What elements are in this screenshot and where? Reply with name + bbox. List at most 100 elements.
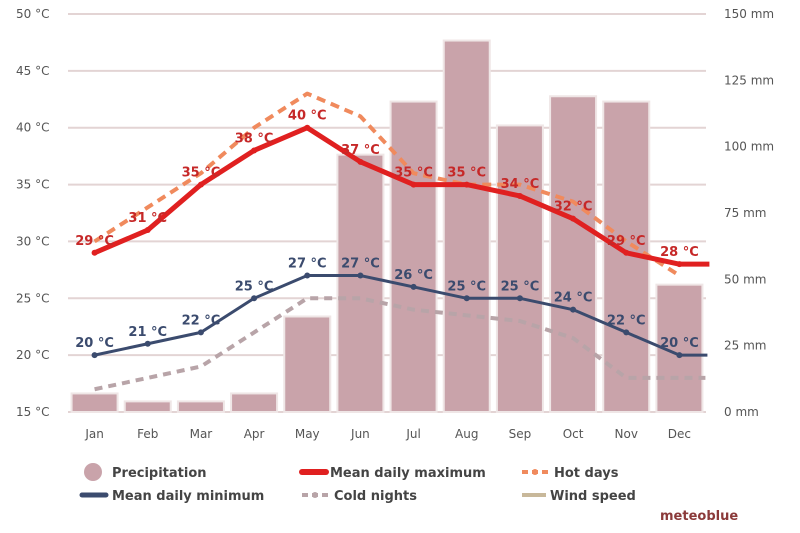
mean-max-data-label: 38 °C	[235, 131, 274, 146]
mean-max-data-label: 35 °C	[394, 166, 433, 181]
legend-mean-min-label: Mean daily minimum	[112, 489, 264, 504]
precipitation-bar	[230, 392, 279, 413]
precipitation-bar	[123, 400, 172, 413]
left-axis-tick-label: 25 °C	[16, 291, 49, 305]
month-label: Oct	[563, 427, 584, 441]
mean-max-point	[410, 181, 417, 188]
mean-max-point	[251, 147, 258, 154]
right-axis-tick-label: 25 mm	[724, 339, 766, 353]
mean-max-data-label: 32 °C	[554, 200, 593, 215]
mean-min-data-label: 25 °C	[447, 279, 486, 294]
precipitation-bar	[549, 95, 598, 414]
mean-max-point	[144, 227, 151, 234]
mean-min-data-label: 24 °C	[554, 291, 593, 306]
month-label: Feb	[137, 427, 158, 441]
legend-precipitation-swatch	[84, 463, 102, 481]
mean-min-point	[623, 329, 630, 336]
precipitation-bar	[176, 400, 225, 413]
left-axis-tick-label: 35 °C	[16, 178, 49, 192]
mean-min-data-label: 21 °C	[128, 325, 167, 340]
left-axis-tick-label: 30 °C	[16, 234, 49, 248]
legend-cold-nights-dot	[312, 492, 318, 498]
legend-mean-max[interactable]: Mean daily maximum	[299, 466, 486, 481]
mean-min-data-label: 20 °C	[75, 336, 114, 351]
legend-hot-days[interactable]: Hot days	[522, 466, 619, 481]
right-axis-tick-label: 50 mm	[724, 272, 766, 286]
month-label: Jun	[350, 427, 370, 441]
legend-mean-min[interactable]: Mean daily minimum	[79, 489, 264, 504]
mean-min-point	[251, 295, 258, 302]
precipitation-bar	[389, 100, 438, 413]
month-label: Nov	[615, 427, 638, 441]
month-label: May	[295, 427, 320, 441]
mean-max-point	[623, 249, 630, 256]
grid-lines	[68, 13, 706, 413]
mean-max-data-label: 40 °C	[288, 109, 327, 124]
legend-cold-nights[interactable]: Cold nights	[302, 489, 417, 504]
left-axis-ticks: 15 °C 20 °C 25 °C 30 °C 35 °C 40 °C 45 °C 50 °C	[16, 7, 49, 419]
right-axis-tick-label: 75 mm	[724, 206, 766, 220]
mean-min-point	[304, 272, 311, 279]
legend-hot-days-dot	[532, 469, 538, 475]
legend: Precipitation Mean daily maximum Hot day…	[79, 463, 636, 504]
mean-max-data-label: 34 °C	[501, 177, 540, 192]
precipitation-bar	[442, 39, 491, 414]
data-labels: 29 °C 31 °C 35 °C 38 °C 40 °C 37 °C 35 °C 35 °C…	[75, 109, 699, 351]
legend-mean-max-label: Mean daily maximum	[330, 466, 486, 481]
left-axis-tick-label: 15 °C	[16, 405, 49, 419]
left-axis-tick-label: 50 °C	[16, 7, 49, 21]
mean-min-data-label: 22 °C	[607, 313, 646, 328]
right-axis-tick-label: 125 mm	[724, 73, 774, 87]
month-label: Mar	[190, 427, 213, 441]
month-axis: Jan Feb Mar Apr May Jun Jul Aug Sep Oct Nov Dec	[84, 427, 691, 441]
precipitation-bar	[495, 124, 544, 413]
brand-logo-text: meteoblue	[660, 509, 738, 524]
left-axis-tick-label: 45 °C	[16, 64, 49, 78]
precipitation-bar	[70, 392, 119, 413]
right-axis-tick-label: 100 mm	[724, 140, 774, 154]
mean-max-point	[197, 181, 204, 188]
left-axis-tick-label: 40 °C	[16, 121, 49, 135]
mean-max-point	[516, 192, 523, 199]
mean-min-point	[197, 329, 204, 336]
mean-min-point	[516, 295, 523, 302]
precipitation-bars	[70, 39, 704, 414]
month-label: Jul	[405, 427, 420, 441]
legend-wind-speed-label: Wind speed	[550, 489, 636, 504]
mean-min-point	[463, 295, 470, 302]
month-label: Jan	[84, 427, 104, 441]
mean-min-data-label: 27 °C	[288, 257, 327, 272]
mean-max-point	[676, 261, 683, 268]
legend-precipitation-label: Precipitation	[112, 466, 207, 481]
mean-min-point	[357, 272, 364, 279]
mean-min-point	[91, 352, 98, 359]
mean-max-data-label: 35 °C	[182, 166, 221, 181]
precipitation-bar	[283, 315, 332, 414]
left-axis-tick-label: 20 °C	[16, 348, 49, 362]
legend-cold-nights-label: Cold nights	[334, 489, 417, 504]
mean-min-data-label: 26 °C	[394, 268, 433, 283]
mean-max-point	[570, 215, 577, 222]
legend-hot-days-label: Hot days	[554, 466, 619, 481]
cold-nights-line	[94, 296, 706, 392]
right-axis-ticks: 0 mm 25 mm 50 mm 75 mm 100 mm 125 mm 150 mm	[724, 7, 774, 419]
mean-max-data-label: 31 °C	[128, 211, 167, 226]
series-lines	[91, 91, 710, 392]
mean-max-point	[91, 249, 98, 256]
month-label: Aug	[455, 427, 478, 441]
legend-wind-speed[interactable]: Wind speed	[522, 489, 636, 504]
mean-max-data-label: 35 °C	[447, 166, 486, 181]
mean-min-data-label: 25 °C	[501, 279, 540, 294]
mean-max-point	[463, 181, 470, 188]
legend-precipitation[interactable]: Precipitation	[84, 463, 207, 481]
mean-max-data-label: 37 °C	[341, 143, 380, 158]
mean-min-point	[144, 340, 151, 347]
mean-min-data-label: 27 °C	[341, 257, 380, 272]
mean-min-point	[410, 283, 417, 290]
mean-min-point	[676, 352, 683, 359]
month-label: Dec	[668, 427, 691, 441]
right-axis-tick-label: 0 mm	[724, 405, 759, 419]
month-label: Apr	[244, 427, 265, 441]
mean-max-data-label: 29 °C	[607, 234, 646, 249]
right-axis-tick-label: 150 mm	[724, 7, 774, 21]
